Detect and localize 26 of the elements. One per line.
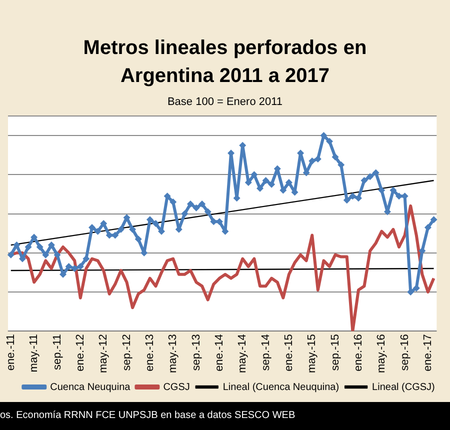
x-tick-label: ene.-11 (4, 334, 17, 371)
legend-label: Lineal (Cuenca Neuquina) (222, 382, 340, 393)
x-tick-label: may.-12 (98, 334, 110, 374)
x-tick-label: may.-15 (306, 334, 318, 374)
x-tick-label: sep.-14 (260, 334, 272, 371)
x-tick-label: ene.-15 (282, 334, 295, 372)
x-tick-label: may.-11 (28, 334, 40, 372)
x-tick-label: may.-14 (236, 334, 249, 374)
x-tick-label: sep.-11 (51, 334, 64, 370)
chart-title: Metros lineales perforados en Argentina 2011 a 2017 (82, 36, 368, 89)
chart-subtitle: Base 100 = Enero 2011 (166, 96, 284, 108)
x-tick-label: sep.-13 (190, 334, 202, 371)
x-tick-label: ene.-14 (213, 334, 226, 372)
x-tick-label: ene.-12 (74, 334, 86, 372)
x-tick-label: ene.-16 (352, 334, 364, 372)
x-tick-label: may.-13 (167, 334, 180, 374)
x-tick-label: ene.-17 (422, 334, 434, 372)
x-tick-label: ene.-13 (144, 334, 156, 372)
legend-label: CGSJ (163, 382, 190, 393)
x-tick-label: sep.-12 (120, 334, 133, 371)
x-tick-label: may.-16 (376, 334, 388, 374)
x-tick-label: sep.-16 (398, 334, 411, 371)
legend-label: Lineal (CGSJ) (372, 382, 435, 393)
text: os. Economía RRNN FCE UNPSJB en base a datos SESCO WEB (0, 402, 450, 430)
x-tick-label: sep.-15 (329, 334, 342, 371)
legend-label: Cuenca Neuquina (50, 382, 131, 393)
